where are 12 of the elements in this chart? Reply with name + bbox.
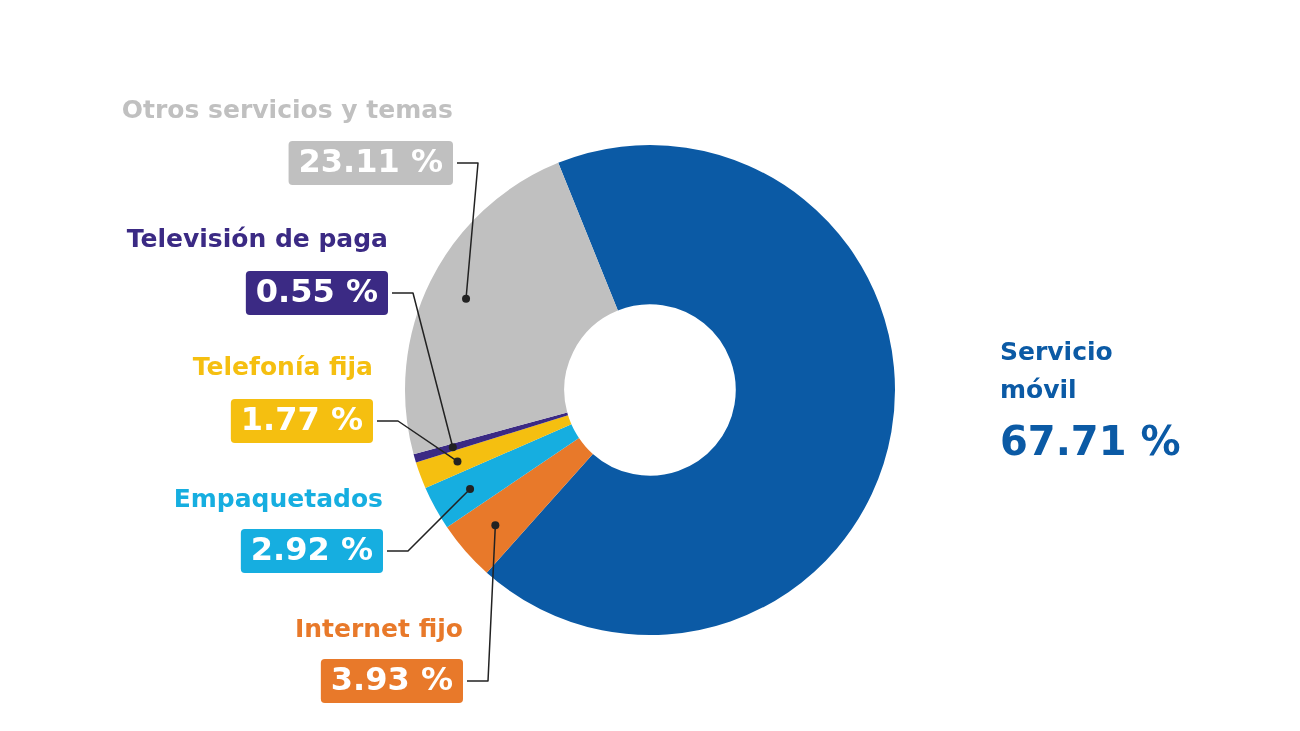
data-label: 67.71 %: [1000, 418, 1181, 465]
data-label: 2.92 %: [250, 530, 373, 569]
slice-label: Telefonía fija: [192, 351, 373, 381]
slice-label: Otros servicios y temas: [121, 94, 453, 124]
data-label: 3.93 %: [330, 660, 453, 699]
slice-label: Televisión de paga: [126, 223, 388, 253]
slice-label: Internet fijo: [294, 613, 463, 643]
data-label: 23.11 %: [298, 142, 443, 181]
slice-label: Empaquetados: [173, 483, 383, 513]
data-label: 1.77 %: [240, 400, 363, 439]
slice-label: Servicio móvil: [1000, 336, 1113, 404]
data-label: 0.55 %: [255, 272, 378, 311]
